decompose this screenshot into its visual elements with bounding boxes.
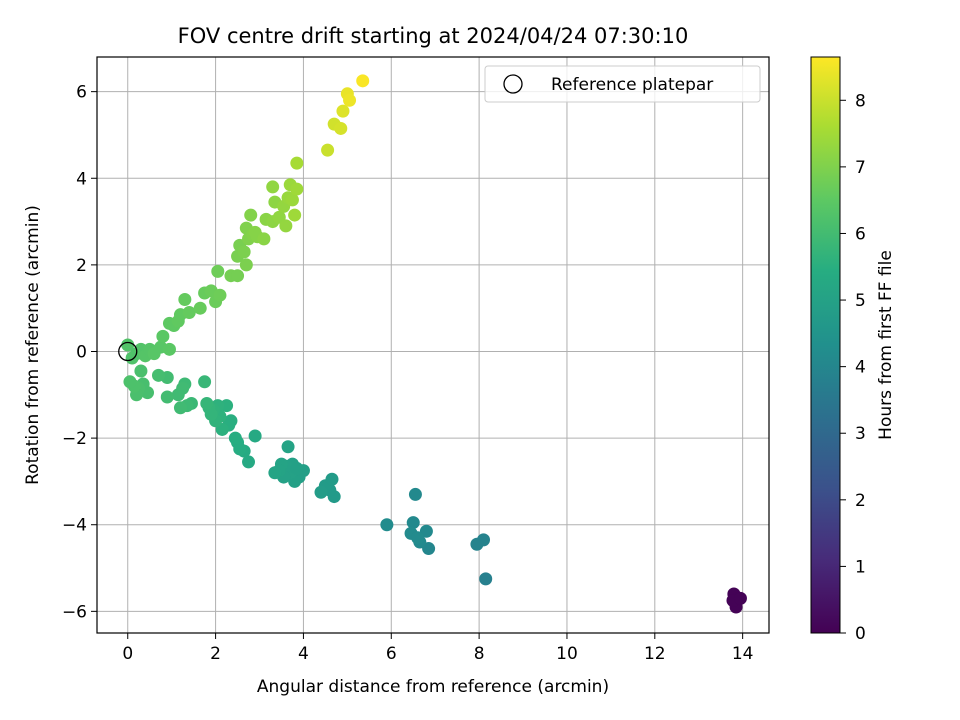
data-point xyxy=(314,485,328,499)
y-axis: −6 −4 −2 0 2 4 6 xyxy=(62,83,97,622)
x-tick-label: 14 xyxy=(732,644,754,664)
colorbar-label: Hours from first FF file xyxy=(876,250,896,440)
axes-frame xyxy=(96,56,770,634)
data-point xyxy=(200,396,214,410)
data-point xyxy=(134,364,148,378)
data-point xyxy=(408,487,422,501)
data-point xyxy=(380,518,394,532)
data-point xyxy=(257,232,271,246)
colorbar-tick-label: 5 xyxy=(855,291,866,311)
data-point xyxy=(156,329,170,343)
data-point xyxy=(237,245,251,259)
data-point xyxy=(406,516,420,530)
data-point xyxy=(176,381,190,395)
y-tick-label: −2 xyxy=(62,429,87,449)
data-point xyxy=(411,531,425,545)
data-point xyxy=(325,472,339,486)
legend: Reference platepar xyxy=(484,65,761,103)
data-point xyxy=(121,338,135,352)
colorbar-tick-label: 6 xyxy=(855,224,866,244)
y-axis-label: Rotation from reference (arcmin) xyxy=(23,205,43,485)
data-point xyxy=(239,258,253,272)
x-axis: 0 2 4 6 8 10 12 14 xyxy=(122,633,753,664)
x-axis-label: Angular distance from reference (arcmin) xyxy=(257,677,609,697)
data-point xyxy=(321,143,335,157)
data-point xyxy=(178,293,192,307)
data-point xyxy=(290,461,304,475)
y-tick-label: −6 xyxy=(62,602,87,622)
y-tick-label: −4 xyxy=(62,516,87,536)
data-point xyxy=(281,440,295,454)
data-point xyxy=(162,342,176,356)
x-tick-label: 12 xyxy=(644,644,666,664)
y-tick-label: 4 xyxy=(76,169,87,189)
x-tick-label: 4 xyxy=(298,644,309,664)
data-point xyxy=(231,269,245,283)
data-point xyxy=(290,182,304,196)
data-point xyxy=(470,537,484,551)
colorbar-tick-label: 3 xyxy=(855,424,866,444)
data-point xyxy=(160,390,174,404)
x-tick-label: 0 xyxy=(122,644,133,664)
data-point xyxy=(290,156,304,170)
data-point xyxy=(343,93,357,107)
y-tick-label: 2 xyxy=(76,256,87,276)
colorbar-tick-label: 4 xyxy=(855,358,866,378)
data-point xyxy=(279,219,293,233)
data-point xyxy=(479,572,493,586)
reference-platepar-marker xyxy=(118,341,138,362)
data-point xyxy=(285,193,299,207)
data-point xyxy=(198,375,212,389)
y-tick-label: 0 xyxy=(76,342,87,362)
data-point xyxy=(268,466,282,480)
data-point xyxy=(173,401,187,415)
colorbar-tick-label: 7 xyxy=(855,158,866,178)
legend-label-reference: Reference platepar xyxy=(551,75,713,95)
data-point xyxy=(213,288,227,302)
legend-marker-reference xyxy=(503,74,523,94)
data-point xyxy=(151,368,165,382)
chart-title: FOV centre drift starting at 2024/04/24 … xyxy=(178,24,689,48)
data-point xyxy=(334,121,348,135)
legend-box xyxy=(484,65,761,103)
data-point xyxy=(266,180,280,194)
colorbar-tick-label: 0 xyxy=(855,624,866,644)
colorbar xyxy=(810,56,841,634)
data-point xyxy=(248,429,262,443)
plot-area xyxy=(97,57,769,633)
data-point xyxy=(193,301,207,315)
data-point xyxy=(356,74,370,88)
data-point xyxy=(123,375,137,389)
y-tick-label: 6 xyxy=(76,83,87,103)
x-tick-label: 8 xyxy=(474,644,485,664)
colorbar-tick-label: 8 xyxy=(855,91,866,111)
data-point xyxy=(336,104,350,118)
colorbar-gradient xyxy=(810,56,841,634)
x-tick-label: 10 xyxy=(556,644,578,664)
data-point xyxy=(244,208,258,222)
data-point xyxy=(242,455,256,469)
x-tick-label: 2 xyxy=(210,644,221,664)
data-point xyxy=(288,208,302,222)
data-point xyxy=(228,431,242,445)
data-point xyxy=(211,264,225,278)
colorbar-tick-label: 1 xyxy=(855,557,866,577)
x-tick-label: 6 xyxy=(386,644,397,664)
data-point xyxy=(733,591,747,605)
colorbar-ticks: 0 1 2 3 4 5 6 7 8 xyxy=(840,91,866,644)
data-point xyxy=(182,306,196,320)
colorbar-tick-label: 2 xyxy=(855,491,866,511)
